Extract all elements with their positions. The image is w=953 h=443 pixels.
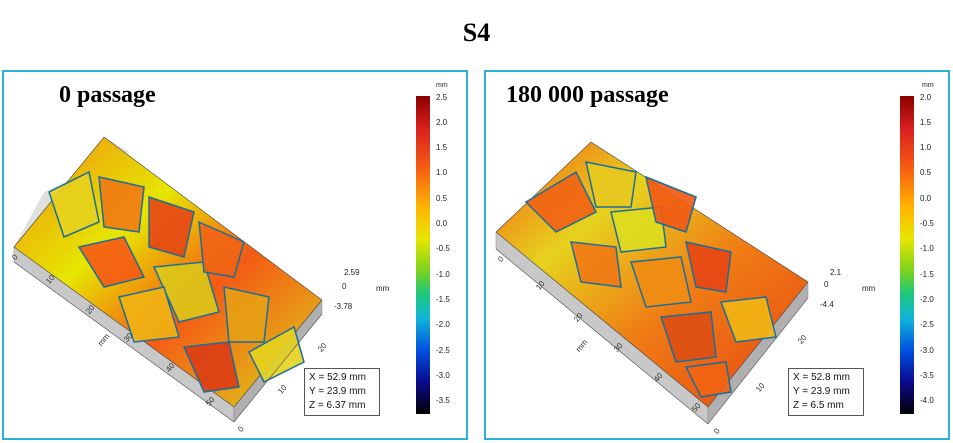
z-range-mid: 0 — [824, 280, 829, 289]
dimension-z: Z = 6.37 mm — [309, 400, 366, 411]
colorbar-tick: 0.0 — [436, 219, 448, 228]
colorbar-tick: 2.0 — [436, 118, 448, 127]
page-title: S4 — [462, 18, 491, 47]
colorbar-tick: 0.5 — [920, 168, 932, 177]
colorbar — [416, 96, 430, 414]
colorbar-tick: -2.5 — [436, 346, 450, 355]
surface-panel-right: 180 000 passage 0 10 20 30 40 50 mm 0 10… — [484, 70, 950, 440]
colorbar-tick: -3.0 — [436, 371, 450, 380]
z-range-top: 2.59 — [344, 268, 360, 277]
colorbar-tick: -3.0 — [920, 346, 934, 355]
panel-title: 180 000 passage — [506, 82, 669, 108]
dimension-x: X = 52.8 mm — [793, 372, 850, 383]
colorbar-tick: -4.0 — [920, 396, 934, 405]
dimension-y: Y = 23.9 mm — [793, 386, 850, 397]
z-range-unit: mm — [376, 284, 390, 293]
colorbar-tick: 1.0 — [920, 143, 932, 152]
colorbar — [900, 96, 914, 414]
colorbar-tick: -1.5 — [920, 270, 934, 279]
z-range-bottom: -3.78 — [334, 302, 353, 311]
colorbar-tick: -0.5 — [436, 244, 450, 253]
colorbar-unit: mm — [436, 82, 448, 89]
colorbar-tick: -0.5 — [920, 219, 934, 228]
dimensions-box: X = 52.8 mm Y = 23.9 mm Z = 6.5 mm — [788, 368, 864, 416]
colorbar-tick: 1.5 — [436, 143, 448, 152]
colorbar-tick: -1.0 — [920, 244, 934, 253]
colorbar-tick: 1.0 — [436, 168, 448, 177]
colorbar-tick: 0.5 — [436, 194, 448, 203]
surface-plot-right — [495, 141, 809, 425]
surface-panel-left: 0 passage 0 10 20 30 40 50 mm 0 10 20 2.… — [2, 70, 468, 440]
dimensions-box: X = 52.9 mm Y = 23.9 mm Z = 6.37 mm — [304, 368, 380, 416]
surface-plot-left — [13, 136, 323, 423]
colorbar-tick: -1.5 — [436, 295, 450, 304]
dimension-z: Z = 6.5 mm — [793, 400, 844, 411]
colorbar-tick: -3.5 — [920, 371, 934, 380]
dimension-x: X = 52.9 mm — [309, 372, 366, 383]
z-range-unit: mm — [862, 284, 876, 293]
colorbar-tick: 1.5 — [920, 118, 932, 127]
panel-title: 0 passage — [59, 82, 156, 108]
colorbar-tick: 2.5 — [436, 93, 448, 102]
z-range-mid: 0 — [342, 282, 347, 291]
colorbar-tick: -3.5 — [436, 396, 450, 405]
z-range-bottom: -4.4 — [820, 300, 834, 309]
colorbar-unit: mm — [922, 82, 934, 89]
colorbar-tick: -2.0 — [436, 320, 450, 329]
z-range-top: 2.1 — [830, 268, 842, 277]
colorbar-tick: 0.0 — [920, 194, 932, 203]
colorbar-tick: 2.0 — [920, 93, 932, 102]
colorbar-tick: -2.5 — [920, 320, 934, 329]
dimension-y: Y = 23.9 mm — [309, 386, 366, 397]
colorbar-tick: -1.0 — [436, 270, 450, 279]
colorbar-tick: -2.0 — [920, 295, 934, 304]
